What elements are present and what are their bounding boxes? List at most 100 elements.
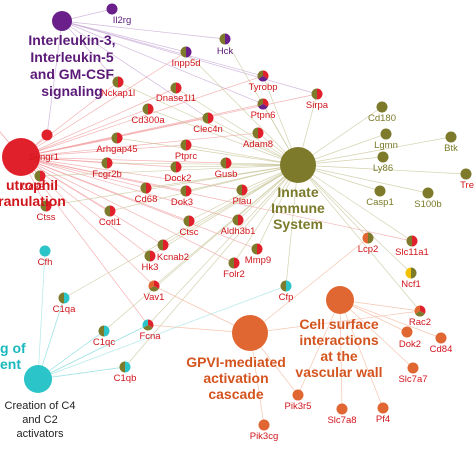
gene-label-cfh: Cfh xyxy=(38,257,53,268)
hub-label-line: ranulation xyxy=(0,193,66,209)
edge-innate-rac2 xyxy=(297,164,421,312)
gene-dot-dok2 xyxy=(401,326,413,338)
gene-label-fcgr2b: Fcgr2b xyxy=(92,169,122,180)
gene-dot-casp1 xyxy=(374,185,386,197)
gene-label-gusb: Gusb xyxy=(215,169,238,180)
gene-slice-cd300a-olive xyxy=(142,103,148,115)
gene-slice-ncf1-yellow xyxy=(405,267,411,279)
edge-neut-fcna xyxy=(20,156,149,326)
gene-slice-folr2-olive xyxy=(228,257,234,269)
gene-slice-c1qc-cyan xyxy=(104,325,110,337)
gene-slice-c1qa-cyan xyxy=(64,292,70,304)
hub-label-line: vascular wall xyxy=(295,364,382,380)
gene-node-mmp9: Mmp9 xyxy=(245,243,271,266)
gene-dot-il2rg xyxy=(106,3,118,15)
gene-dot-lgmn xyxy=(380,128,392,140)
gene-node-pik3cg: Pik3cg xyxy=(250,419,278,442)
gene-node-c1qb: C1qb xyxy=(114,361,136,384)
network-edges xyxy=(0,8,467,426)
hub-label-line: Interleukin-3, xyxy=(28,32,115,48)
gene-dot-ly86 xyxy=(377,151,389,163)
gene-dot-pik3cg xyxy=(258,419,270,431)
gene-node-nckap1l: Nckap1l xyxy=(101,76,135,99)
gene-dot-syngr1 xyxy=(41,129,53,141)
edge-gpvi-rac2 xyxy=(249,310,421,334)
hub-label-line: g of xyxy=(0,340,26,356)
gene-slice-clec4n-olive xyxy=(202,112,208,124)
gene-slice-dnase1l1-olive xyxy=(170,82,176,94)
gene-slice-cotl1-olive xyxy=(104,205,110,217)
gene-label-dok3: Dok3 xyxy=(171,197,193,208)
gene-label-tre: Tre xyxy=(460,180,474,191)
gene-slice-sirpa-olive xyxy=(311,88,317,100)
gene-slice-vav1-red xyxy=(154,280,160,289)
gene-label-ncf1: Ncf1 xyxy=(401,279,421,290)
gene-slice-hck-purple xyxy=(225,33,231,45)
gene-label-s100b: S100b xyxy=(414,199,441,210)
edge-innate-ncf1 xyxy=(297,164,412,274)
gene-slice-kcnab2-olive xyxy=(157,239,163,251)
gene-node-cfh: Cfh xyxy=(38,245,53,268)
edge-innate-s100b xyxy=(297,164,429,194)
gene-slice-arhgap45-red xyxy=(117,132,123,144)
gene-slice-plau-red xyxy=(242,184,248,196)
gene-node-aldh3b1: Aldh3b1 xyxy=(221,214,255,237)
hub-label-gpvi: GPVI-mediated activation cascade xyxy=(186,354,286,402)
gene-slice-gusb-red xyxy=(226,157,232,169)
gene-slice-rac2-olive xyxy=(415,311,425,317)
hub-label-neut: utrophil ranulation xyxy=(0,177,66,209)
hub-node-gpvi xyxy=(232,315,268,351)
gene-dot-s100b xyxy=(422,187,434,199)
gene-slice-ptpn6-red xyxy=(263,98,269,107)
gene-node-slc7a7: Slc7a7 xyxy=(398,362,428,385)
hub-label-line: activators xyxy=(16,428,64,440)
edge-il-tyrobp xyxy=(61,20,264,77)
gene-slice-ctsc-red xyxy=(189,215,195,227)
gene-node-slc7a8: Slc7a8 xyxy=(327,403,357,426)
gene-slice-rac2-red xyxy=(420,305,426,314)
gene-slice-dok3-red xyxy=(186,185,192,197)
gene-slice-nckap1l-red xyxy=(118,76,124,88)
gene-node-hck: Hck xyxy=(217,33,233,57)
edge-innate-fcgr2b xyxy=(106,162,299,166)
gene-slice-cd68-red xyxy=(146,182,152,194)
gene-node-dock2: Dock2 xyxy=(165,161,191,184)
pathway-hub-labels: Interleukin-3, Interleukin-5 and GM-CSF sig… xyxy=(0,32,383,440)
gene-dot-cfh xyxy=(39,245,51,257)
edge-innate-c1qb xyxy=(124,164,299,368)
gene-label-nckap1l: Nckap1l xyxy=(101,88,135,99)
gene-dot-slc7a8 xyxy=(336,403,348,415)
edge-innate-dnase1l1 xyxy=(175,87,299,166)
gene-label-fcna: Fcna xyxy=(139,331,161,342)
gene-label-ly86: Ly86 xyxy=(373,163,393,174)
gene-slice-sirpa-red xyxy=(317,88,323,100)
gene-node-lgmn: Lgmn xyxy=(374,128,398,151)
gene-slice-fcgr2b-red xyxy=(107,157,113,169)
gene-label-pf4: Pf4 xyxy=(376,414,390,425)
gene-label-hk3: Hk3 xyxy=(142,262,159,273)
gene-slice-c1qb-cyan xyxy=(125,361,131,373)
gene-node-rac2: Rac2 xyxy=(409,305,431,328)
gene-label-clec4n: Clec4n xyxy=(193,124,223,135)
gene-slice-gusb-olive xyxy=(220,157,226,169)
gene-label-syngr1: Syngr1 xyxy=(29,152,59,163)
edge-neut-cd300a xyxy=(20,108,149,158)
gene-label-inpp5d: Inpp5d xyxy=(171,58,200,69)
gene-label-lgmn: Lgmn xyxy=(374,140,398,151)
gene-slice-dnase1l1-red xyxy=(176,82,182,94)
gene-dot-slc7a7 xyxy=(407,362,419,374)
edge-neut-nckap1l xyxy=(20,81,119,158)
gene-slice-ptprc-red xyxy=(186,139,192,151)
edge-neut-slc11a1 xyxy=(20,156,413,242)
gene-node-pik3r5: Pik3r5 xyxy=(285,389,311,412)
edge-innate-c1qc xyxy=(103,164,299,332)
gene-node-dnase1l1: Dnase1l1 xyxy=(156,82,196,104)
gene-dot-btk xyxy=(445,131,457,143)
gene-slice-lcp2-orange xyxy=(362,232,368,244)
gene-node-gusb: Gusb xyxy=(215,157,238,180)
hub-label-line: GPVI-mediated xyxy=(186,354,286,370)
gene-slice-aldh3b1-olive xyxy=(232,214,238,226)
gene-slice-nckap1l-olive xyxy=(112,76,118,88)
gene-slice-vav1-orange xyxy=(148,280,154,289)
gene-label-il2rg: Il2rg xyxy=(113,15,131,26)
